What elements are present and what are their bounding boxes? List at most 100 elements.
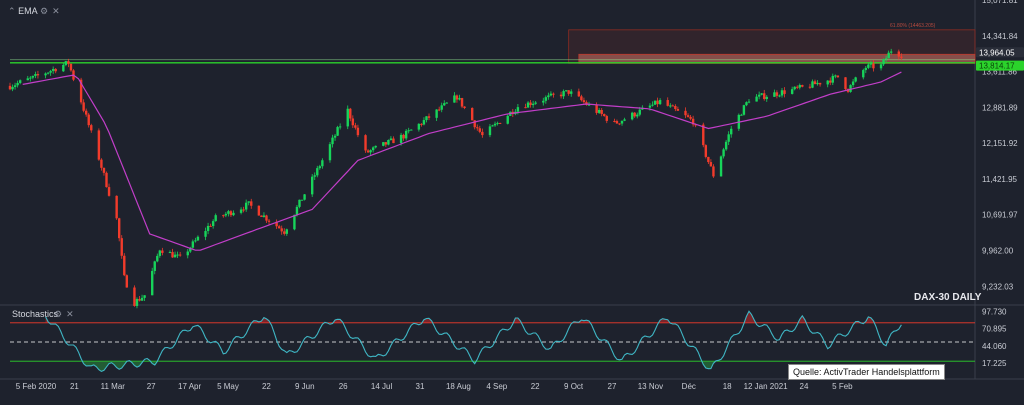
ema-indicator-label[interactable]: ⌃ EMA — [8, 6, 38, 17]
candle-body — [18, 80, 22, 83]
candle-body — [303, 194, 306, 200]
time-tick-label: 22 — [531, 382, 540, 391]
candle-body — [658, 100, 662, 105]
candle-body — [526, 102, 530, 108]
candle-body — [691, 118, 695, 125]
candle-body — [321, 160, 324, 167]
candle-body — [473, 120, 476, 128]
candle-body — [209, 225, 212, 227]
candle-body — [587, 104, 591, 106]
candle-body — [349, 108, 352, 119]
price-tick-label: 11,421.95 — [982, 175, 1018, 184]
candle-body — [524, 107, 527, 109]
candle-body — [455, 95, 459, 100]
candle-body — [620, 120, 624, 124]
candle-body — [214, 215, 217, 222]
close-icon[interactable]: ✕ — [66, 309, 78, 319]
candle-body — [775, 92, 779, 96]
candle-body — [844, 77, 847, 90]
stochastics-indicator-label[interactable]: Stochastics — [12, 309, 58, 319]
candle-body — [547, 95, 550, 98]
candle-body — [648, 105, 652, 108]
candle-body — [747, 101, 751, 103]
candle-body — [196, 236, 200, 241]
candle-body — [244, 202, 248, 210]
candle-body — [445, 102, 448, 104]
candle-body — [755, 96, 758, 102]
candle-body — [328, 144, 332, 161]
candle-body — [851, 81, 855, 86]
axes: 15,071.81 14,341.84 13,611.86 12,881.89 12,1… — [16, 0, 1024, 391]
candle-body — [156, 255, 159, 262]
candle-body — [790, 89, 794, 94]
candle-body — [346, 108, 349, 127]
candle-body — [46, 72, 50, 74]
candle-body — [884, 58, 888, 60]
candle-body — [102, 167, 106, 173]
price-tag-box — [976, 60, 1024, 71]
ema-indicator-icons: ⚙✕ — [40, 6, 64, 17]
candle-body — [496, 122, 499, 124]
candle-body — [615, 121, 619, 124]
candle-body — [354, 125, 357, 128]
candle-body — [671, 105, 675, 107]
candle-body — [730, 128, 733, 135]
time-tick-label: 31 — [416, 382, 425, 391]
candle-body — [600, 109, 603, 115]
candle-body — [211, 221, 215, 227]
close-icon[interactable]: ✕ — [52, 6, 64, 16]
candle-body — [506, 115, 509, 124]
stochastics-tick-label: 17.225 — [982, 359, 1007, 368]
stochastics-indicator-icons: ⚙✕ — [54, 309, 78, 320]
candle-body — [498, 122, 502, 124]
time-tick-label: 27 — [147, 382, 156, 391]
candle-body — [427, 116, 431, 118]
candle-body — [64, 61, 68, 65]
candle-body — [829, 80, 832, 83]
candle-body — [689, 116, 692, 119]
settings-icon[interactable]: ⚙ — [54, 309, 67, 319]
indicator-collapse-icon[interactable]: ⌃ — [8, 6, 16, 16]
candle-body — [684, 110, 687, 116]
candle-body — [313, 175, 316, 177]
candle-body — [189, 247, 192, 252]
candle-body — [82, 102, 85, 111]
candle-body — [613, 120, 616, 122]
candle-body — [674, 106, 677, 109]
candle-body — [834, 75, 837, 77]
candle-body — [529, 102, 532, 106]
candle-body — [897, 51, 901, 57]
candle-body — [285, 229, 289, 234]
candle-body — [173, 254, 177, 258]
price-levels: 61.80% (14463.205) — [10, 23, 976, 64]
candle-body — [889, 51, 893, 53]
candle-body — [105, 172, 108, 188]
candle-body — [404, 130, 408, 139]
candle-body — [623, 119, 626, 121]
candle-body — [242, 209, 245, 211]
candle-body — [44, 73, 47, 76]
candle-body — [97, 130, 101, 160]
candle-body — [79, 79, 83, 103]
time-tick-label: 26 — [339, 382, 348, 391]
candle-body — [117, 218, 121, 239]
candle-body — [366, 150, 370, 153]
candle-body — [239, 209, 243, 213]
candle-body — [826, 80, 829, 85]
candle-body — [8, 85, 12, 90]
candle-body — [796, 86, 799, 88]
candle-body — [123, 255, 126, 276]
candle-body — [171, 252, 174, 258]
candle-body — [49, 70, 52, 73]
candle-body — [709, 162, 713, 167]
candle-body — [488, 126, 492, 136]
instrument-label: DAX-30 DAILY — [914, 292, 982, 303]
candle-body — [478, 128, 482, 132]
price-tick-label: 12,881.89 — [982, 103, 1018, 112]
candle-body — [265, 215, 268, 221]
settings-icon[interactable]: ⚙ — [40, 6, 53, 16]
candle-body — [151, 270, 154, 296]
candle-body — [356, 127, 360, 136]
candle-body — [250, 201, 253, 206]
